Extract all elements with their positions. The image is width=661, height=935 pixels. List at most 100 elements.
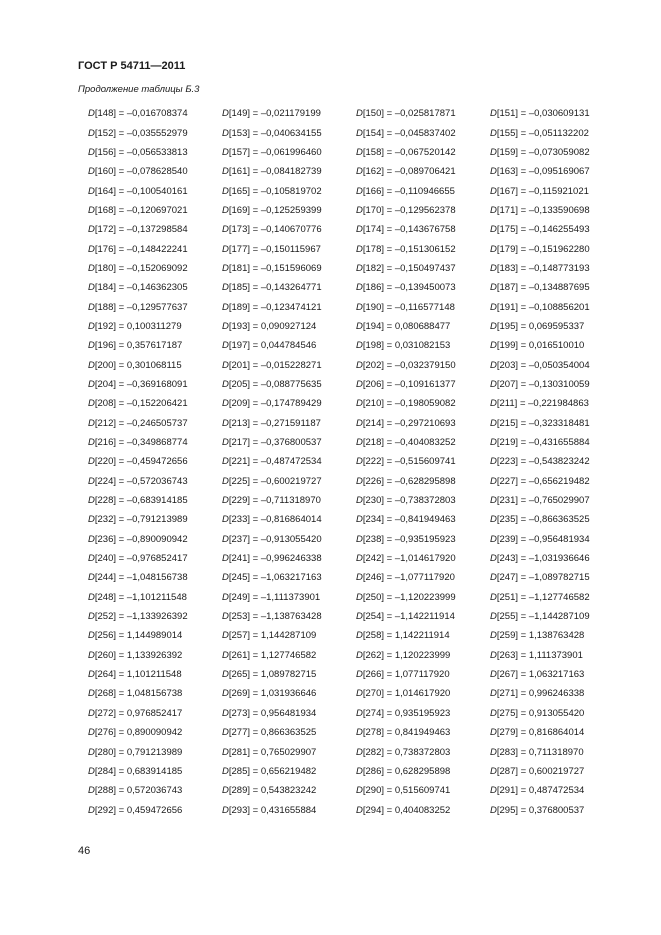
- coefficient-cell: D[221] = –0,487472534: [222, 456, 322, 468]
- coefficient-value: 1,101211548: [126, 669, 182, 681]
- coefficient-symbol: D: [88, 166, 95, 178]
- coefficient-value: –0,137298584: [126, 224, 188, 236]
- coefficient-value: –0,323318481: [528, 417, 590, 429]
- coefficient-cell: D[294] = 0,404083252: [356, 804, 451, 816]
- coefficient-index: 272: [97, 707, 114, 719]
- coefficient-value: –1,144287109: [528, 611, 590, 623]
- coefficient-value: –0,404083252: [394, 437, 456, 449]
- coefficient-value: –0,151596069: [260, 262, 322, 274]
- coefficient-cell: D[214] = –0,297210693: [356, 417, 456, 429]
- coefficient-symbol: D: [356, 378, 363, 390]
- coefficient-cell: D[274] = 0,935195923: [356, 707, 451, 719]
- coefficient-value: –0,025817871: [394, 108, 456, 120]
- coefficient-symbol: D: [356, 359, 363, 371]
- coefficient-symbol: D: [490, 108, 497, 120]
- coefficient-cell: D[179] = –0,151962280: [490, 243, 590, 255]
- coefficient-index: 174: [365, 224, 382, 236]
- coefficient-symbol: D: [356, 572, 363, 584]
- coefficient-index: 207: [499, 378, 516, 390]
- coefficient-cell: D[194] = 0,080688477: [356, 320, 451, 332]
- coefficient-cell: D[183] = –0,148773193: [490, 262, 590, 274]
- coefficient-value: –0,600219727: [260, 475, 322, 487]
- coefficient-index: 256: [97, 630, 114, 642]
- coefficient-symbol: D: [222, 224, 229, 236]
- coefficient-value: –0,866363525: [528, 514, 590, 526]
- coefficient-cell: D[261] = 1,127746582: [222, 649, 317, 661]
- coefficient-symbol: D: [88, 340, 95, 352]
- table-row: D[232] = –0,791213989 D[233] = –0,8168640…: [88, 510, 628, 529]
- coefficient-value: –1,077117920: [394, 572, 455, 584]
- coefficient-index: 151: [499, 108, 516, 120]
- table-row: D[240] = –0,976852417 D[241] = –0,9962463…: [88, 549, 628, 568]
- coefficient-value: 1,031936646: [260, 688, 317, 700]
- coefficient-index: 232: [97, 514, 114, 526]
- coefficient-cell: D[198] = 0,031082153: [356, 340, 451, 352]
- coefficient-symbol: D: [222, 804, 229, 816]
- coefficient-index: 191: [499, 301, 516, 313]
- coefficient-symbol: D: [356, 243, 363, 255]
- coefficient-symbol: D: [490, 398, 497, 410]
- coefficient-cell: D[254] = –1,142211914: [356, 611, 455, 623]
- coefficient-index: 184: [97, 282, 114, 294]
- coefficient-symbol: D: [88, 804, 95, 816]
- coefficient-symbol: D: [222, 243, 229, 255]
- coefficient-symbol: D: [490, 437, 497, 449]
- coefficient-index: 193: [231, 320, 248, 332]
- coefficient-index: 261: [231, 649, 248, 661]
- coefficient-cell: D[225] = –0,600219727: [222, 475, 322, 487]
- coefficient-value: 0,515609741: [394, 785, 451, 797]
- coefficient-cell: D[276] = 0,890090942: [88, 727, 183, 739]
- coefficient-symbol: D: [490, 533, 497, 545]
- coefficient-index: 237: [231, 533, 248, 545]
- coefficient-index: 245: [231, 572, 248, 584]
- coefficient-index: 187: [499, 282, 516, 294]
- coefficient-value: 0,487472534: [528, 785, 585, 797]
- coefficient-index: 287: [499, 765, 516, 777]
- coefficient-value: –0,045837402: [394, 127, 456, 139]
- coefficient-value: 1,014617920: [394, 688, 451, 700]
- coefficient-cell: D[230] = –0,738372803: [356, 495, 456, 507]
- coefficient-index: 164: [97, 185, 114, 197]
- coefficient-value: 0,890090942: [126, 727, 183, 739]
- coefficient-symbol: D: [222, 146, 229, 158]
- page-number: 46: [78, 845, 91, 857]
- coefficient-value: 0,765029907: [260, 746, 317, 758]
- coefficient-index: 156: [97, 146, 114, 158]
- coefficient-cell: D[160] = –0,078628540: [88, 166, 188, 178]
- coefficient-value: –0,376800537: [260, 437, 322, 449]
- coefficient-symbol: D: [356, 417, 363, 429]
- coefficient-value: –0,151306152: [394, 243, 456, 255]
- coefficient-index: 176: [97, 243, 114, 255]
- coefficient-index: 279: [499, 727, 516, 739]
- coefficient-symbol: D: [222, 669, 229, 681]
- coefficient-symbol: D: [356, 649, 363, 661]
- table-row: D[176] = –0,148422241 D[177] = –0,1501159…: [88, 239, 628, 258]
- coefficient-cell: D[217] = –0,376800537: [222, 437, 322, 449]
- coefficient-cell: D[278] = 0,841949463: [356, 727, 451, 739]
- coefficient-symbol: D: [490, 649, 497, 661]
- coefficient-value: –0,021179199: [260, 108, 321, 120]
- coefficient-index: 169: [231, 204, 248, 216]
- coefficient-index: 166: [365, 185, 382, 197]
- table-row: D[292] = 0,459472656 D[293] = 0,431655884…: [88, 800, 628, 819]
- coefficient-index: 273: [231, 707, 248, 719]
- coefficient-value: –0,841949463: [394, 514, 456, 526]
- coefficient-value: –0,152206421: [126, 398, 188, 410]
- coefficient-index: 224: [97, 475, 114, 487]
- coefficient-index: 226: [365, 475, 382, 487]
- coefficient-cell: D[251] = –1,127746582: [490, 591, 590, 603]
- coefficient-value: –0,105819702: [260, 185, 322, 197]
- coefficient-symbol: D: [88, 398, 95, 410]
- coefficient-index: 280: [97, 746, 114, 758]
- coefficient-value: –0,110946655: [394, 185, 455, 197]
- coefficient-index: 271: [499, 688, 516, 700]
- coefficient-value: –0,150115967: [260, 243, 321, 255]
- coefficient-symbol: D: [356, 514, 363, 526]
- coefficient-index: 264: [97, 669, 114, 681]
- coefficient-index: 161: [231, 166, 248, 178]
- coefficient-value: 0,016510010: [528, 340, 585, 352]
- coefficient-symbol: D: [356, 301, 363, 313]
- coefficient-value: –0,089706421: [394, 166, 456, 178]
- coefficient-cell: D[275] = 0,913055420: [490, 707, 585, 719]
- coefficient-value: –0,109161377: [394, 378, 456, 390]
